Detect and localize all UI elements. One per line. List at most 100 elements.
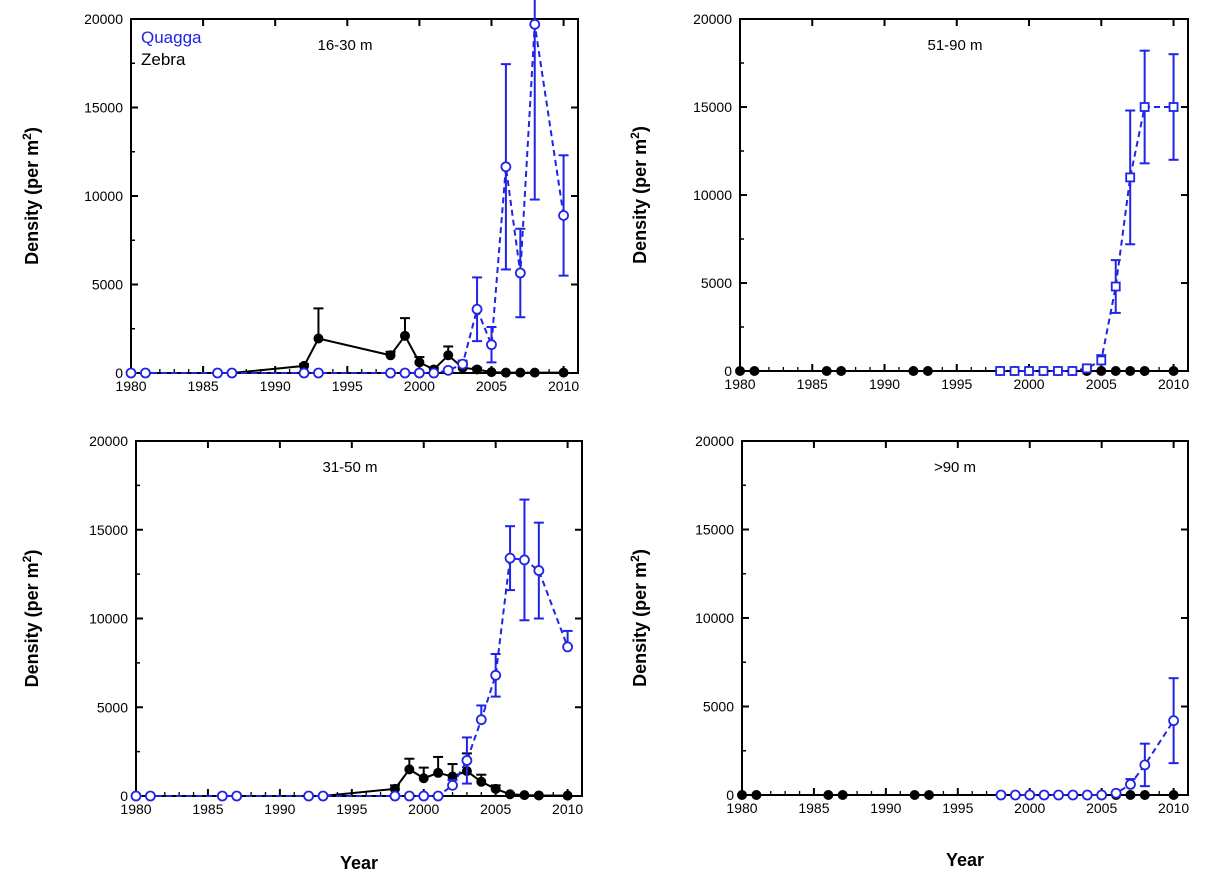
data-point [418,773,429,784]
data-point [216,790,228,802]
data-point [735,366,745,376]
series-quagga [995,49,1179,376]
y-tick-label: 0 [726,787,734,803]
plot-frame [741,440,1189,796]
data-point [313,367,324,379]
data-point [751,790,762,800]
panel-51-90m: 0 5000 10000 15000 20000 1980 1985 1990 1995 2000… [628,11,1189,392]
x-tick-label: 1995 [336,801,367,817]
data-point [1168,102,1179,112]
data-point [1053,366,1063,376]
data-point [562,790,573,801]
data-point [442,364,454,376]
data-point [519,554,530,566]
data-point [1096,355,1107,366]
x-tick-label: 1985 [192,801,223,817]
data-point [1110,366,1121,376]
x-tick-label: 1995 [942,800,973,816]
x-tick-label: 1985 [188,378,219,394]
x-tick-label: 2000 [1013,376,1044,392]
x-tick-label: 2005 [1086,376,1117,392]
data-point [1009,366,1020,376]
data-point [1168,366,1179,376]
data-point [500,367,511,378]
data-point [475,714,487,726]
x-tick-label: 2005 [480,801,511,817]
x-tick-label: 1985 [798,800,829,816]
data-point [226,367,238,379]
x-tick-label: 1980 [115,378,146,394]
data-point [909,790,920,800]
series-line [131,24,565,374]
x-tick-label: 1980 [724,376,755,392]
data-point [1110,281,1121,292]
x-tick-label: 2000 [408,801,439,817]
y-tick-label: 0 [115,365,123,381]
legend: Quagga Zebra [141,28,202,69]
series-zebra [735,366,1179,376]
data-point [389,790,401,802]
data-point [303,790,315,802]
data-point [995,789,1007,801]
data-point [212,367,223,379]
data-point [1125,790,1136,800]
x-tick-label: 1985 [797,376,828,392]
data-point [1110,787,1122,799]
data-point [1139,102,1150,112]
data-point [385,350,396,361]
x-tick-label: 2010 [1158,800,1189,816]
data-point [515,367,526,378]
x-tick-label: 1980 [120,801,151,817]
y-tick-label: 5000 [703,699,734,715]
data-point [504,552,516,564]
data-point [1024,366,1034,376]
series-zebra [131,752,573,801]
data-point [231,790,243,802]
x-axis-title: Year [946,850,984,870]
data-point [1139,366,1150,376]
x-tick-label: 2000 [1014,800,1045,816]
data-point [836,366,847,376]
y-tick-label: 20000 [89,433,128,449]
data-point [558,210,569,221]
series-line [1000,720,1175,796]
data-point [1024,789,1036,801]
data-point [486,367,497,378]
data-point [1139,790,1150,800]
data-point [519,790,530,801]
data-point [472,364,483,375]
data-point [505,789,516,800]
data-point [317,790,329,802]
y-tick-label: 5000 [92,277,123,293]
data-point [500,161,512,173]
data-point [1038,789,1050,801]
data-point [1125,366,1136,376]
data-point [443,350,454,361]
y-tick-label: 20000 [695,433,734,449]
y-tick-label: 20000 [84,11,123,27]
data-point [486,339,497,351]
data-point [1168,790,1179,800]
x-tick-label: 2010 [1158,376,1189,392]
x-axis-title: Year [340,853,378,873]
y-tick-label: 0 [724,363,732,379]
data-point [457,358,469,370]
data-point [1125,172,1136,183]
x-tick-label: 1980 [726,800,757,816]
data-point [490,669,502,681]
data-point [1053,789,1064,801]
data-point [514,267,526,279]
data-point [1096,366,1107,376]
data-point [922,366,933,376]
data-point [447,779,458,791]
y-axis-title: Density (per m2) [20,550,42,688]
data-point [823,790,834,800]
data-point [404,764,415,775]
data-point [1009,789,1021,801]
data-point [144,790,156,802]
plot-frame [130,18,579,374]
panel-depth-label: 51-90 m [927,37,982,54]
x-tick-label: 2000 [404,378,435,394]
data-point [1139,759,1151,771]
